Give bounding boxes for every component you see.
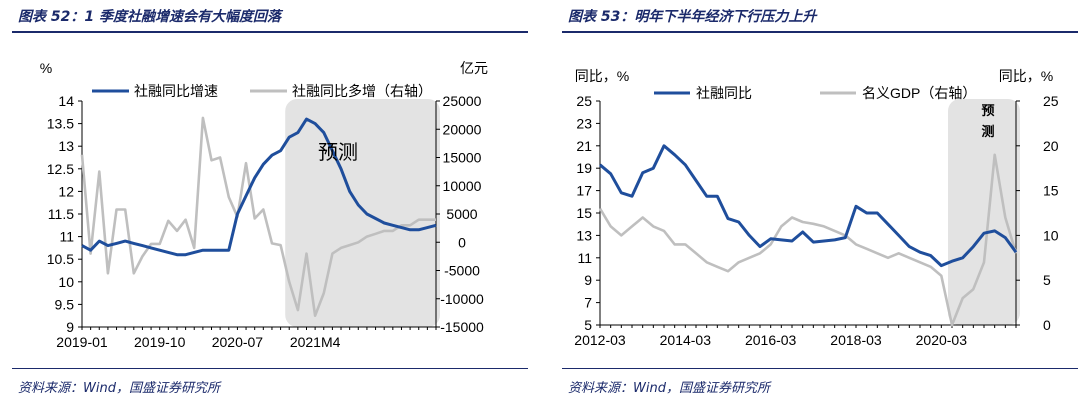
y-left-tick-label: 9.5 xyxy=(55,296,75,312)
y-left-tick-label: 13 xyxy=(576,227,592,243)
y-right-tick-label: 20000 xyxy=(443,121,482,137)
y-left-tick-label: 12 xyxy=(58,183,74,199)
series-line-0 xyxy=(599,144,1018,268)
y-left-tick-label: 25 xyxy=(576,93,592,109)
forecast-region xyxy=(285,99,440,327)
series-line-1 xyxy=(80,116,436,318)
y-right-tick-label: 20 xyxy=(1043,138,1059,154)
y-left-tick-label: 9 xyxy=(66,319,74,335)
y-right-tick-label: 10 xyxy=(1043,227,1059,243)
left-chart-source: 资料来源：Wind，国盛证券研究所 xyxy=(18,381,220,396)
y-left-tick-label: 11 xyxy=(577,250,592,266)
right-chart-title: 图表 53：明年下半年经济下行压力上升 xyxy=(568,9,817,25)
y-left-tick-label: 11 xyxy=(59,229,74,245)
y-left-tick-label: 7 xyxy=(584,295,592,311)
x-tick-label: 2019-01 xyxy=(56,334,108,350)
legend-label-1: 社融同比多增（右轴） xyxy=(292,83,432,99)
x-tick-label: 2019-10 xyxy=(134,334,186,350)
y-right-unit: 同比，% xyxy=(999,68,1053,84)
x-tick-label: 2014-03 xyxy=(660,332,712,348)
y-right-tick-label: 10000 xyxy=(443,178,482,194)
y-left-unit: 同比，% xyxy=(575,68,629,84)
y-left-tick-label: 11.5 xyxy=(48,206,74,222)
legend-label-0: 社融同比 xyxy=(696,85,752,101)
y-left-tick-label: 17 xyxy=(576,183,592,199)
right-chart-source: 资料来源：Wind，国盛证券研究所 xyxy=(568,381,770,396)
forecast-annotation: 预测 xyxy=(318,141,358,164)
x-tick-label: 2020-03 xyxy=(916,332,968,348)
y-left-tick-label: 13.5 xyxy=(47,116,74,132)
y-left-tick-label: 10 xyxy=(58,274,74,290)
y-left-tick-label: 13 xyxy=(58,138,74,154)
left-chart-panel: 图表 52：1 季度社融增速会有大幅度回落 9 9.5 10 10.5 11 11.5 12… xyxy=(0,0,530,405)
y-left-tick-label: 9 xyxy=(584,272,592,288)
source-rule xyxy=(562,368,1078,369)
y-left-tick-label: 12.5 xyxy=(47,161,74,177)
series-line-0 xyxy=(81,117,437,257)
y-left-unit: % xyxy=(40,60,52,76)
title-rule xyxy=(12,31,528,33)
y-right-unit: 亿元 xyxy=(460,60,488,76)
right-chart-panel: 图表 53：明年下半年经济下行压力上升 5 7 9 11 13 15 17 19 21 23 25 0… xyxy=(550,0,1080,405)
y-right-tick-label: 5000 xyxy=(446,206,477,222)
forecast-region xyxy=(948,99,1020,325)
y-right-tick-label: 25000 xyxy=(443,93,482,109)
left-chart-title: 图表 52：1 季度社融增速会有大幅度回落 xyxy=(18,9,281,25)
forecast-annotation: 预测 xyxy=(981,103,994,139)
y-left-tick-label: 15 xyxy=(576,205,592,221)
y-right-tick-label: 0 xyxy=(458,234,466,250)
x-tick-label: 2018-03 xyxy=(830,332,882,348)
y-left-tick-label: 5 xyxy=(584,317,592,333)
left-chart: 9 9.5 10 10.5 11 11.5 12 12.5 13 13.5 14 -15000 -100… xyxy=(40,60,488,350)
y-right-tick-label: -10000 xyxy=(440,291,484,307)
y-right-tick-label: 15 xyxy=(1043,183,1059,199)
title-rule xyxy=(562,31,1078,33)
x-tick-label: 2016-03 xyxy=(745,332,797,348)
right-chart: 5 7 9 11 13 15 17 19 21 23 25 0 5 10 15 20 25 2012-03 2014… xyxy=(574,68,1059,348)
legend-label-1: 名义GDP（右轴） xyxy=(862,85,976,101)
y-left-tick-label: 23 xyxy=(576,115,592,131)
y-right-tick-label: 5 xyxy=(1043,272,1051,288)
y-right-tick-label: 25 xyxy=(1043,93,1059,109)
source-rule xyxy=(12,368,528,369)
series-line-1 xyxy=(598,153,1018,327)
y-right-tick-label: -15000 xyxy=(440,319,484,335)
x-tick-label: 2020-07 xyxy=(212,334,264,350)
y-left-tick-label: 19 xyxy=(576,160,592,176)
x-tick-label: 2021M4 xyxy=(290,334,341,350)
y-right-tick-label: -5000 xyxy=(444,263,480,279)
legend-label-0: 社融同比增速 xyxy=(134,83,218,99)
y-right-tick-label: 15000 xyxy=(443,150,482,166)
y-left-tick-label: 10.5 xyxy=(47,251,74,267)
y-right-tick-label: 0 xyxy=(1043,317,1051,333)
y-left-tick-label: 21 xyxy=(576,138,592,154)
x-tick-label: 2012-03 xyxy=(574,332,626,348)
y-left-tick-label: 14 xyxy=(58,93,74,109)
